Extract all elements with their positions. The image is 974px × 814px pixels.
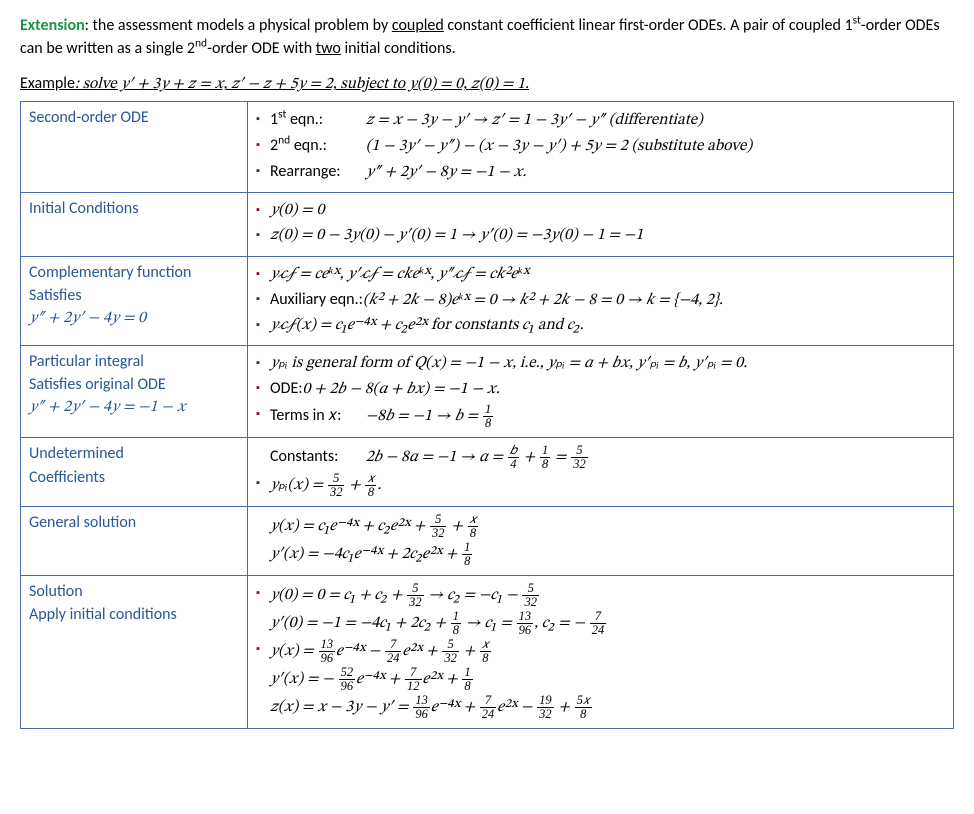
bullet-icon: ▪ (256, 108, 270, 130)
bullet-icon: ▪ (256, 288, 270, 310)
label-particular: Particular integral Satisfies original O… (21, 346, 248, 438)
uc-const: 2𝑏 − 8𝑎 = −1 → 𝑎 = (366, 449, 507, 465)
bullet-icon: ▪ (256, 352, 270, 374)
sol-yp0: 𝑦′(0) = −1 = −4𝑐₁ + 2𝑐₂ + (270, 615, 450, 631)
cell-undetermined: ▪ Constants: 2𝑏 − 8𝑎 = −1 → 𝑎 = 𝑏4 + 18 … (248, 438, 954, 507)
cell-general: ▪ 𝑦(𝑥) = 𝑐₁𝑒⁻⁴ˣ + 𝑐₂𝑒²ˣ + 532 + 𝑥8 ▪ 𝑦′(… (248, 507, 954, 576)
bullet-icon: ▪ (256, 377, 270, 399)
bullet-icon: ▪ (256, 263, 270, 285)
bullet-icon: ▪ (256, 638, 270, 660)
cell-particular: ▪ 𝑦ₚᵢ is general form of 𝑄(𝑥) = −1 − 𝑥, … (248, 346, 954, 438)
sol-zx: 𝑧(𝑥) = 𝑥 − 3𝑦 − 𝑦′ = (270, 699, 412, 715)
extension-label: Extension (20, 16, 85, 35)
bullet-icon: ▪ (256, 160, 270, 182)
ode-table: Second-order ODE ▪ 1st eqn.: 𝑧 = 𝑥 − 3𝑦 … (20, 101, 954, 730)
sol-yx: 𝑦(𝑥) = (270, 643, 318, 659)
bullet-icon: ▪ (256, 582, 270, 604)
sol-ypx: 𝑦′(𝑥) = − (270, 671, 338, 687)
gs-yp: 𝑦′(𝑥) = −4𝑐₁𝑒⁻⁴ˣ + 2𝑐₂𝑒²ˣ + (270, 546, 461, 562)
ic-z0: 𝑧(0) = 0 − 3𝑦(0) − 𝑦′(0) = 1 → 𝑦′(0) = −… (270, 224, 945, 247)
label-initial-conditions: Initial Conditions (21, 193, 248, 256)
example-line: Example: solve 𝑦′ + 3𝑦 + 𝑧 = 𝑥, 𝑧′ − 𝑧 +… (20, 72, 954, 96)
word-two: two (316, 39, 341, 58)
cf-aux: (𝑘² + 2𝑘 − 8)𝑒ᵏˣ = 0 → 𝑘² + 2𝑘 − 8 = 0 →… (363, 292, 723, 308)
pi-ode: 0 + 2𝑏 − 8(𝑎 + 𝑏𝑥) = −1 − 𝑥. (303, 381, 500, 397)
bullet-icon: ▪ (256, 199, 270, 221)
sol-y0: 𝑦(0) = 0 = 𝑐₁ + 𝑐₂ + (270, 587, 406, 603)
bullet-icon: ▪ (256, 472, 270, 494)
cell-second-order: ▪ 1st eqn.: 𝑧 = 𝑥 − 3𝑦 − 𝑦′ → 𝑧′ = 1 − 3… (248, 101, 954, 193)
cf-ycf: 𝑦𝒸𝒻 = 𝑐𝑒ᵏˣ, 𝑦′𝒸𝒻 = 𝑐𝑘𝑒ᵏˣ, 𝑦″𝒸𝒻 = 𝑐𝑘²𝑒ᵏˣ (270, 263, 945, 286)
label-second-order: Second-order ODE (21, 101, 248, 193)
extension-paragraph: Extension: the assessment models a physi… (20, 14, 954, 60)
pi-ypi: 𝑦ₚᵢ is general form of 𝑄(𝑥) = −1 − 𝑥, i.… (270, 352, 945, 375)
gs-y: 𝑦(𝑥) = 𝑐₁𝑒⁻⁴ˣ + 𝑐₂𝑒²ˣ + (270, 518, 429, 534)
label-undetermined: Undetermined Coefficients (21, 438, 248, 507)
word-coupled: coupled (392, 16, 444, 35)
cell-complementary: ▪ 𝑦𝒸𝒻 = 𝑐𝑒ᵏˣ, 𝑦′𝒸𝒻 = 𝑐𝑘𝑒ᵏˣ, 𝑦″𝒸𝒻 = 𝑐𝑘²𝑒ᵏ… (248, 256, 954, 346)
eqn-first: 𝑧 = 𝑥 − 3𝑦 − 𝑦′ → 𝑧′ = 1 − 3𝑦′ − 𝑦″ (dif… (366, 112, 703, 128)
bullet-icon: ▪ (256, 224, 270, 246)
label-complementary: Complementary function Satisfies 𝑦″ + 2𝑦… (21, 256, 248, 346)
bullet-icon: ▪ (256, 314, 270, 336)
uc-ypi: 𝑦ₚᵢ(𝑥) = (270, 477, 327, 493)
bullet-icon: ▪ (256, 134, 270, 156)
cf-sol: 𝑦𝒸𝒻(𝑥) = 𝑐₁𝑒⁻⁴ˣ + 𝑐₂𝑒²ˣ for constants 𝑐₁… (270, 314, 945, 337)
ic-y0: 𝑦(0) = 0 (270, 199, 945, 222)
bullet-icon: ▪ (256, 403, 270, 425)
cell-initial-conditions: ▪ 𝑦(0) = 0 ▪ 𝑧(0) = 0 − 3𝑦(0) − 𝑦′(0) = … (248, 193, 954, 256)
pi-terms: −8𝑏 = −1 → 𝑏 = (366, 408, 482, 424)
eqn-second: (1 − 3𝑦′ − 𝑦″) − (𝑥 − 3𝑦 − 𝑦′) + 5𝑦 = 2 … (366, 138, 752, 154)
label-general: General solution (21, 507, 248, 576)
cell-solution: ▪ 𝑦(0) = 0 = 𝑐₁ + 𝑐₂ + 532 → 𝑐₂ = −𝑐₁ − … (248, 576, 954, 729)
eqn-rearranged: 𝑦″ + 2𝑦′ − 8𝑦 = −1 − 𝑥. (366, 164, 527, 180)
label-solution: Solution Apply initial conditions (21, 576, 248, 729)
